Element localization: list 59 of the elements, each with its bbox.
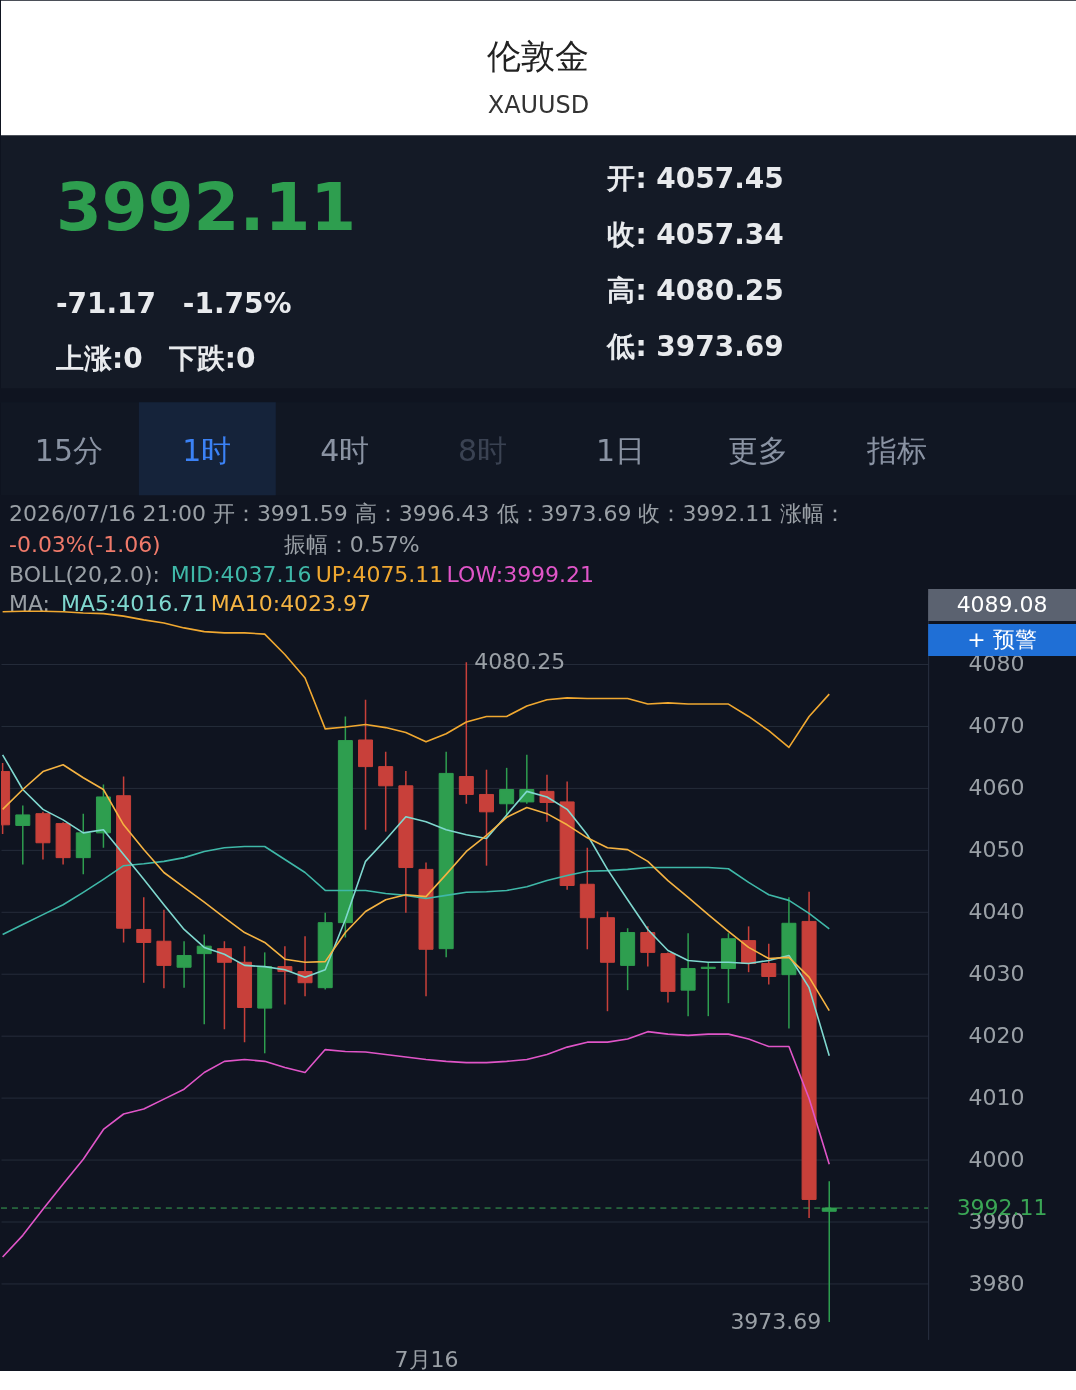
text: 高: 4080.25	[607, 274, 784, 308]
y-tick-label: 4040	[968, 899, 1025, 924]
text: BOLL(20,2.0):	[8, 562, 160, 588]
text: MID:4037.16	[170, 562, 312, 588]
y-tick-label: 4070	[968, 713, 1025, 739]
text: 指标	[866, 433, 928, 469]
candlestick	[15, 804, 31, 866]
annotation: 4080.25	[474, 649, 566, 675]
text: 1时	[182, 433, 232, 469]
text: UP:4075.11	[315, 562, 444, 588]
line-series	[1, 763, 831, 1012]
y-tick-label: 4010	[968, 1084, 1025, 1110]
candlestick	[700, 961, 716, 1017]
text: MA5:4016.71	[60, 591, 208, 617]
line-series	[1, 754, 831, 1057]
candlestick	[378, 751, 394, 833]
text: 4时	[320, 433, 370, 469]
candlestick	[761, 942, 777, 986]
text: -1.75%	[182, 287, 292, 321]
candlestick	[216, 940, 232, 1030]
text: 低: 3973.69	[606, 330, 784, 364]
text: -71.17	[55, 287, 157, 321]
x-tick-label: 7月16	[394, 1346, 459, 1372]
candlestick	[297, 935, 313, 998]
chart-subtitle: XAUUSD	[487, 90, 590, 119]
candlestick	[479, 768, 494, 867]
line-series	[1, 1030, 831, 1258]
annotation: 3973.69	[730, 1309, 822, 1335]
text: + 预警	[967, 627, 1037, 653]
text: 15分	[34, 433, 104, 469]
text: 振幅：0.57%	[283, 532, 420, 558]
chart-title: 伦敦金	[487, 35, 590, 76]
text: 下跌:0	[167, 342, 256, 376]
text: 4089.08	[956, 592, 1048, 618]
text: 3992.11	[55, 169, 357, 247]
candlestick	[136, 896, 152, 984]
candlestick	[176, 940, 192, 989]
text: 上涨:0	[54, 342, 143, 376]
y-tick-label: 4050	[968, 837, 1025, 863]
text: -0.03%(-1.06)	[8, 532, 161, 558]
text: 更多	[728, 433, 789, 469]
candlestick	[640, 925, 656, 968]
candlestick	[680, 932, 696, 1017]
line-series	[1, 845, 831, 936]
y-tick-label: 3980	[968, 1270, 1025, 1296]
text: 开: 4057.45	[606, 162, 784, 196]
line-series	[1, 610, 831, 749]
text: LOW:3999.21	[446, 562, 595, 588]
y-tick-label: 4020	[968, 1022, 1025, 1048]
candlestick	[458, 661, 474, 805]
candlestick	[499, 767, 515, 818]
text: 2026/07/16 21:00 开：3991.59 高：3996.43 低：3973.69 收：3992.11 涨幅：	[8, 501, 847, 527]
annotation: MA:	[8, 591, 50, 617]
text: MA10:4023.97	[210, 591, 371, 617]
text: 1日	[595, 433, 645, 469]
y-tick-label: 4000	[968, 1146, 1025, 1172]
text: 收: 4057.34	[607, 218, 784, 252]
y-tick-label: 4030	[968, 960, 1025, 986]
y-tick-label: 4060	[968, 775, 1025, 801]
